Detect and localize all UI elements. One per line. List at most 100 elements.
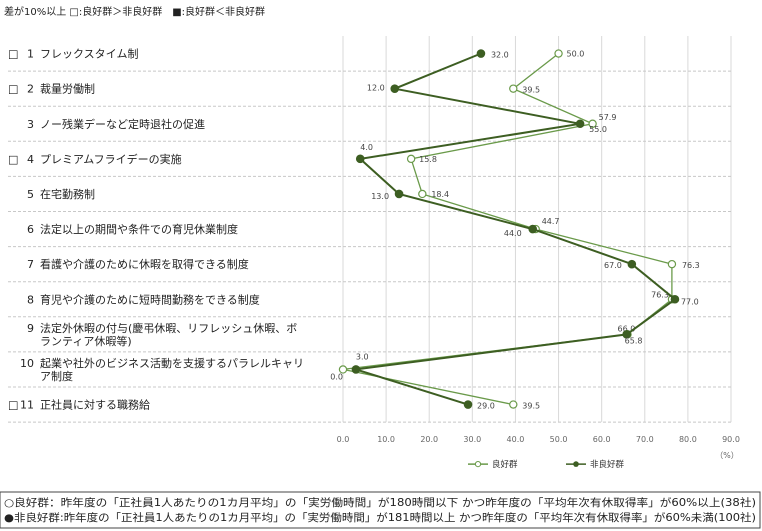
data-label: 55.0 <box>589 125 607 134</box>
category-label: ノー残業デーなど定時退社の促進 <box>40 117 205 131</box>
category-7: 7 看護や介護のために休暇を取得できる制度 <box>27 257 249 271</box>
data-point <box>528 224 537 234</box>
data-label: 65.8 <box>625 336 643 345</box>
category-1: □ 1 フレックスタイム制 <box>8 48 138 61</box>
data-label: 67.0 <box>604 261 622 270</box>
data-label: 39.5 <box>522 402 540 411</box>
data-label: 0.0 <box>330 372 343 381</box>
data-point <box>509 84 518 93</box>
series-1: 32.0 12.0 55.0 4.0 13.0 44.0 67.0 77.0 65.8 3.0 29… <box>351 49 699 411</box>
x-tick-label: 50.0 <box>550 435 568 444</box>
category-mark: □ <box>8 48 18 61</box>
data-point <box>627 259 637 269</box>
data-label: 29.0 <box>477 402 495 411</box>
category-label: 起業や社外のビジネス活動を支援するパラレルキャリ <box>40 356 304 370</box>
legend-marker <box>573 461 579 467</box>
data-point <box>390 84 400 93</box>
category-mark: □ <box>8 399 18 412</box>
category-number: 8 <box>27 293 34 306</box>
category-2: □ 2 裁量労働制 <box>8 82 95 96</box>
data-label: 66.0 <box>618 324 636 333</box>
data-label: 39.5 <box>522 86 540 95</box>
category-6: 6 法定以上の期間や条件での育児休業制度 <box>27 222 238 236</box>
data-label: 12.0 <box>367 84 385 93</box>
data-point <box>476 49 486 58</box>
category-label: 裁量労働制 <box>40 82 95 96</box>
x-tick-label: 30.0 <box>463 435 481 444</box>
x-tick-label: 90.0 <box>722 435 740 444</box>
category-number: 4 <box>27 153 34 166</box>
data-label: 13.0 <box>371 192 389 201</box>
note-line: ●非良好群:昨年度の「正社員1人あたりの1カ月平均」の「実労働時間」が181時間… <box>4 511 756 524</box>
category-5: 5 在宅勤務制 <box>27 187 95 201</box>
category-number: 11 <box>20 399 34 412</box>
category-number: 2 <box>27 83 34 96</box>
legend: 良好群 非良好群 <box>468 459 625 470</box>
x-tick-label: 70.0 <box>636 435 654 444</box>
data-label: 76.3 <box>682 261 700 270</box>
category-label: 育児や介護のために短時間勤務をできる制度 <box>40 292 260 306</box>
category-11: □ 11 正社員に対する職務給 <box>8 398 150 412</box>
category-number: 6 <box>27 223 34 236</box>
category-label: プレミアムフライデーの実施 <box>40 152 182 166</box>
category-3: 3 ノー残業デーなど定時退社の促進 <box>27 117 205 131</box>
notes-box <box>0 491 761 529</box>
data-point <box>463 400 473 409</box>
data-label: 4.0 <box>360 143 373 152</box>
x-tick-label: 80.0 <box>679 435 697 444</box>
data-label: 3.0 <box>356 352 369 361</box>
category-label: 看護や介護のために休暇を取得できる制度 <box>40 257 249 271</box>
x-tick-label: 20.0 <box>420 435 438 444</box>
data-label: 76.3 <box>651 290 669 299</box>
data-point <box>575 119 585 129</box>
data-point <box>394 189 404 199</box>
x-tick-label: 10.0 <box>377 435 395 444</box>
category-label: 在宅勤務制 <box>40 187 95 201</box>
category-mark: □ <box>8 83 18 96</box>
category-label: フレックスタイム制 <box>40 48 138 61</box>
category-label: 法定以上の期間や条件での育児休業制度 <box>40 222 238 236</box>
category-number: 1 <box>27 48 34 61</box>
data-point <box>509 400 518 409</box>
data-point <box>554 49 563 58</box>
data-point <box>338 365 348 374</box>
data-label: 18.4 <box>431 190 449 199</box>
category-number: 10 <box>20 357 34 370</box>
unit-label: （%） <box>715 451 739 460</box>
data-point <box>406 154 416 164</box>
legend-label: 良好群 <box>492 459 518 470</box>
category-4: □ 4 プレミアムフライデーの実施 <box>8 152 182 166</box>
data-label: 57.9 <box>599 113 617 122</box>
data-label: 77.0 <box>681 297 699 306</box>
x-tick-label: 40.0 <box>507 435 525 444</box>
category-number: 9 <box>27 322 34 335</box>
category-label: ア制度 <box>40 369 73 383</box>
chart-header: 差が10%以上 □:良好群＞非良好群 ■:良好群＜非良好群 <box>4 5 265 18</box>
data-point <box>418 189 427 199</box>
data-point <box>355 154 365 164</box>
category-number: 7 <box>27 258 34 271</box>
x-tick-label: 60.0 <box>593 435 611 444</box>
data-label: 15.8 <box>419 155 437 164</box>
legend-marker <box>474 461 482 468</box>
plot-area: 0.0 10.0 20.0 30.0 40.0 50.0 60.0 70.0 80.0 90.0（… <box>8 36 740 470</box>
data-point <box>667 259 677 269</box>
data-point <box>670 294 680 304</box>
data-point <box>588 119 597 128</box>
note-line: ○良好群：昨年度の「正社員1人あたりの1カ月平均」の「実労働時間」が180時間以… <box>4 496 756 509</box>
x-tick-label: 0.0 <box>337 435 350 444</box>
category-number: 3 <box>27 118 34 131</box>
data-label: 44.0 <box>504 229 522 238</box>
legend-label: 非良好群 <box>590 459 625 470</box>
category-label: ランティア休暇等) <box>40 334 132 348</box>
notes: ○良好群：昨年度の「正社員1人あたりの1カ月平均」の「実労働時間」が180時間以… <box>4 496 756 524</box>
category-label: 法定外休暇の付与(慶弔休暇、リフレッシュ休暇、ボ <box>40 321 297 335</box>
category-mark: □ <box>8 153 18 166</box>
data-label: 50.0 <box>567 50 585 59</box>
category-number: 5 <box>27 188 34 201</box>
category-label: 正社員に対する職務給 <box>40 398 150 412</box>
data-point <box>351 365 361 374</box>
